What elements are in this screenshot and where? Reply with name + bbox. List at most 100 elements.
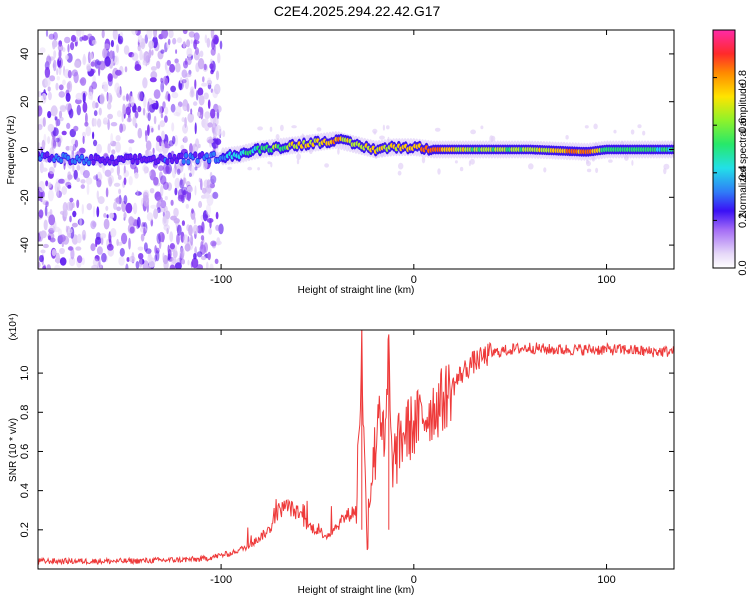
noise-speck <box>193 101 198 106</box>
noise-speck <box>196 251 203 258</box>
noise-speck <box>172 249 178 259</box>
noise-speck <box>110 40 114 48</box>
colorbar-gradient <box>712 29 736 269</box>
noise-speck <box>163 214 167 224</box>
noise-speck <box>98 107 102 116</box>
noise-speck <box>40 249 46 254</box>
noise-speck <box>162 85 165 90</box>
noise-speck <box>49 237 56 243</box>
noise-speck <box>190 108 193 115</box>
noise-speck <box>111 149 116 155</box>
noise-speck <box>96 178 102 188</box>
noise-speck <box>162 101 166 109</box>
noise-speck <box>161 130 165 141</box>
noise-speck <box>43 264 47 269</box>
noise-speck <box>153 208 159 220</box>
noise-speck <box>131 52 139 61</box>
y-tick-label: 0.4 <box>19 483 31 498</box>
noise-speck <box>51 39 58 48</box>
noise-speck <box>116 164 120 177</box>
noise-speck <box>156 196 163 202</box>
noise-speck <box>68 108 74 119</box>
noise-speck <box>70 42 75 51</box>
spectrogram-panel: -100 0 100 -40 -20 0 20 40 Height of straight … <box>6 29 675 296</box>
noise-speck <box>164 115 168 123</box>
spectrogram-y-axis: -40 -20 0 20 40 <box>19 48 674 253</box>
spectrogram-noise-layer <box>38 30 672 269</box>
noise-speck <box>173 111 181 117</box>
colorbar-tick-label: 0.6 <box>737 118 749 133</box>
noise-speck <box>134 172 139 179</box>
noise-speck <box>76 30 82 37</box>
noise-speck <box>101 252 107 263</box>
noise-speck <box>55 252 60 264</box>
noise-speck <box>125 106 131 116</box>
noise-speck <box>150 204 157 209</box>
noise-speck <box>43 219 48 231</box>
noise-speck <box>125 263 129 269</box>
noise-speck <box>85 112 88 125</box>
noise-speck <box>257 167 260 171</box>
noise-speck <box>49 225 55 231</box>
noise-speck <box>143 166 149 174</box>
y-tick-label: 1.0 <box>19 365 31 380</box>
noise-speck <box>61 186 67 195</box>
noise-speck <box>67 184 72 189</box>
noise-speck <box>216 105 222 113</box>
noise-speck <box>117 35 124 45</box>
noise-speck <box>96 190 100 200</box>
ridge-peak <box>205 153 209 159</box>
noise-speck <box>96 60 102 66</box>
noise-speck <box>110 167 114 173</box>
y-tick-label: 20 <box>19 96 31 108</box>
spectrogram-x-label: Height of straight line (km) <box>298 285 415 296</box>
noise-speck <box>104 169 112 177</box>
y-tick-label: 0.8 <box>19 405 31 420</box>
noise-speck <box>121 111 124 123</box>
noise-speck <box>204 34 208 44</box>
noise-speck <box>187 259 190 266</box>
noise-speck <box>47 111 52 119</box>
noise-speck <box>68 246 73 251</box>
noise-speck <box>48 235 51 240</box>
noise-speck <box>159 146 165 151</box>
noise-speck <box>164 106 169 115</box>
noise-speck <box>112 30 118 40</box>
noise-speck <box>206 261 209 269</box>
noise-speck <box>193 39 198 50</box>
noise-speck <box>149 188 155 194</box>
noise-speck <box>192 224 199 235</box>
noise-speck <box>92 258 99 267</box>
noise-speck <box>156 60 161 69</box>
noise-speck <box>209 182 215 189</box>
noise-speck <box>161 30 169 39</box>
noise-speck <box>58 91 66 98</box>
noise-speck <box>152 147 155 155</box>
noise-speck <box>181 220 185 226</box>
noise-speck <box>93 139 98 147</box>
noise-speck <box>198 200 203 209</box>
noise-speck <box>168 30 174 39</box>
ridge-peak <box>87 160 91 166</box>
noise-speck <box>90 220 97 230</box>
noise-speck <box>176 233 180 245</box>
noise-speck <box>47 86 51 92</box>
noise-speck <box>173 207 179 218</box>
noise-speck <box>82 135 85 145</box>
noise-speck <box>143 163 147 175</box>
noise-speck <box>98 256 101 268</box>
noise-speck <box>128 146 133 153</box>
noise-speck <box>39 255 44 263</box>
noise-speck <box>137 44 141 52</box>
noise-speck <box>135 191 142 196</box>
noise-speck <box>104 38 111 51</box>
noise-speck <box>104 56 111 67</box>
noise-speck <box>105 187 109 198</box>
noise-speck <box>93 175 98 180</box>
snr-series-line <box>38 330 674 566</box>
noise-speck <box>47 136 51 145</box>
noise-speck <box>163 205 168 213</box>
noise-speck <box>44 205 48 217</box>
noise-speck <box>90 243 96 252</box>
noise-speck <box>153 30 158 38</box>
